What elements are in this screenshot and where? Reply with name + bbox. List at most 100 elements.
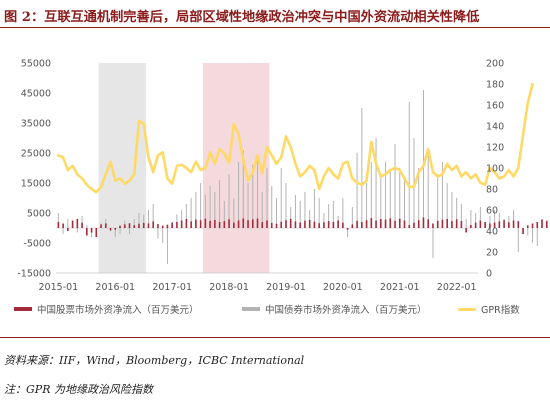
- stock-bar: [379, 219, 382, 228]
- bond-bar: [57, 213, 59, 228]
- legend-swatch-stock: [14, 307, 32, 311]
- bond-bar: [389, 171, 391, 228]
- stock-bar: [294, 221, 297, 228]
- y-right-tick-label: 60: [486, 206, 498, 217]
- x-tick-label: 2020-01: [323, 282, 363, 293]
- bond-bar: [285, 183, 287, 228]
- bond-bar: [536, 228, 538, 246]
- stock-bar: [242, 218, 245, 228]
- bond-bar: [114, 228, 116, 237]
- bond-bar: [437, 174, 439, 228]
- y-left-tick-label: 15000: [21, 179, 51, 190]
- stock-bar: [67, 228, 69, 231]
- stock-bar: [484, 222, 486, 228]
- y-left-tick-label: 25000: [21, 149, 51, 160]
- bond-bar: [62, 228, 64, 234]
- stock-bar: [337, 220, 339, 228]
- stock-bar: [370, 218, 373, 228]
- stock-bar: [327, 221, 330, 228]
- bond-bar: [408, 102, 410, 228]
- x-tick-label: 2022-01: [437, 282, 477, 293]
- bond-bar: [498, 213, 500, 228]
- bond-bar: [342, 198, 344, 228]
- stock-bar: [199, 220, 202, 228]
- stock-bar: [503, 220, 505, 228]
- bond-bar: [494, 210, 496, 228]
- legend-label-stock: 中国股票市场外资净流入（百万美元）: [37, 305, 199, 316]
- y-left-tick-label: 35000: [21, 119, 51, 130]
- bond-bar: [475, 213, 477, 228]
- bond-bar: [470, 210, 472, 228]
- stock-bar: [223, 221, 226, 228]
- stock-bar: [398, 218, 401, 228]
- shaded-periods: [98, 63, 270, 273]
- bond-bar: [152, 204, 154, 228]
- stock-bar: [508, 222, 510, 228]
- stock-bar: [531, 223, 534, 228]
- stock-bar: [185, 219, 188, 228]
- bond-bar: [162, 228, 164, 243]
- stock-bar: [76, 219, 79, 228]
- stock-bar: [479, 220, 482, 228]
- bond-bar: [143, 214, 145, 228]
- bond-bar: [361, 108, 363, 228]
- bond-bar: [86, 225, 88, 228]
- legend-swatch-bond: [242, 307, 260, 311]
- stock-bar: [128, 223, 131, 228]
- stock-bar: [180, 220, 183, 228]
- stock-bar: [251, 219, 254, 228]
- stock-bar: [308, 219, 311, 228]
- stock-bar: [157, 224, 159, 228]
- bottom-rule: [0, 337, 550, 338]
- stock-bar: [436, 220, 439, 228]
- bond-bar: [456, 198, 458, 228]
- stock-bar: [171, 222, 173, 228]
- stock-bar: [237, 220, 240, 228]
- bond-bar: [147, 210, 149, 228]
- bond-bar: [451, 192, 453, 228]
- bond-bar: [166, 228, 168, 264]
- bond-bar: [366, 183, 368, 228]
- bond-bar: [309, 210, 311, 228]
- stock-bar: [280, 221, 283, 228]
- stock-bar: [541, 219, 543, 228]
- bond-bar: [204, 195, 206, 228]
- stock-bar: [218, 222, 221, 228]
- bond-bar: [304, 192, 306, 228]
- stock-bar: [62, 223, 64, 228]
- bond-bar: [328, 204, 330, 228]
- stock-bar: [81, 222, 83, 228]
- stock-bar: [493, 222, 496, 228]
- bond-bar: [209, 186, 211, 228]
- bond-bar: [261, 192, 263, 228]
- bond-bar: [280, 168, 282, 228]
- legend-item-gpr: GPR指数: [458, 302, 520, 316]
- stock-bar: [441, 219, 444, 228]
- tick-labels: -15000 -5000 5000 15000 25000 35000 45000 55000…: [17, 59, 504, 294]
- stock-bar: [422, 217, 425, 228]
- y-right-tick-label: 20: [486, 248, 498, 259]
- bond-bar: [81, 216, 83, 228]
- stock-bar: [460, 221, 463, 228]
- x-tick-label: 2019-01: [266, 282, 306, 293]
- bond-bar: [271, 186, 273, 228]
- stock-bar: [498, 221, 501, 228]
- y-left-tick-label: 45000: [21, 89, 51, 100]
- stock-bar: [446, 219, 448, 228]
- y-right-tick-label: 140: [486, 122, 504, 133]
- bond-bar: [223, 201, 225, 228]
- shaded-period-1: [98, 63, 147, 273]
- bond-bar: [380, 174, 382, 228]
- stock-bar: [394, 220, 396, 228]
- stock-bar: [351, 224, 354, 228]
- stock-bar: [413, 222, 415, 228]
- stock-bar: [522, 228, 524, 234]
- bond-bar: [294, 195, 296, 228]
- gpr-line: [57, 82, 534, 194]
- bond-bar: [517, 228, 519, 252]
- stock-bar: [190, 221, 192, 228]
- y-left-tick-label: 5000: [27, 209, 51, 220]
- stock-bar: [342, 222, 344, 228]
- stock-bar: [375, 220, 377, 228]
- bond-bar: [323, 213, 325, 228]
